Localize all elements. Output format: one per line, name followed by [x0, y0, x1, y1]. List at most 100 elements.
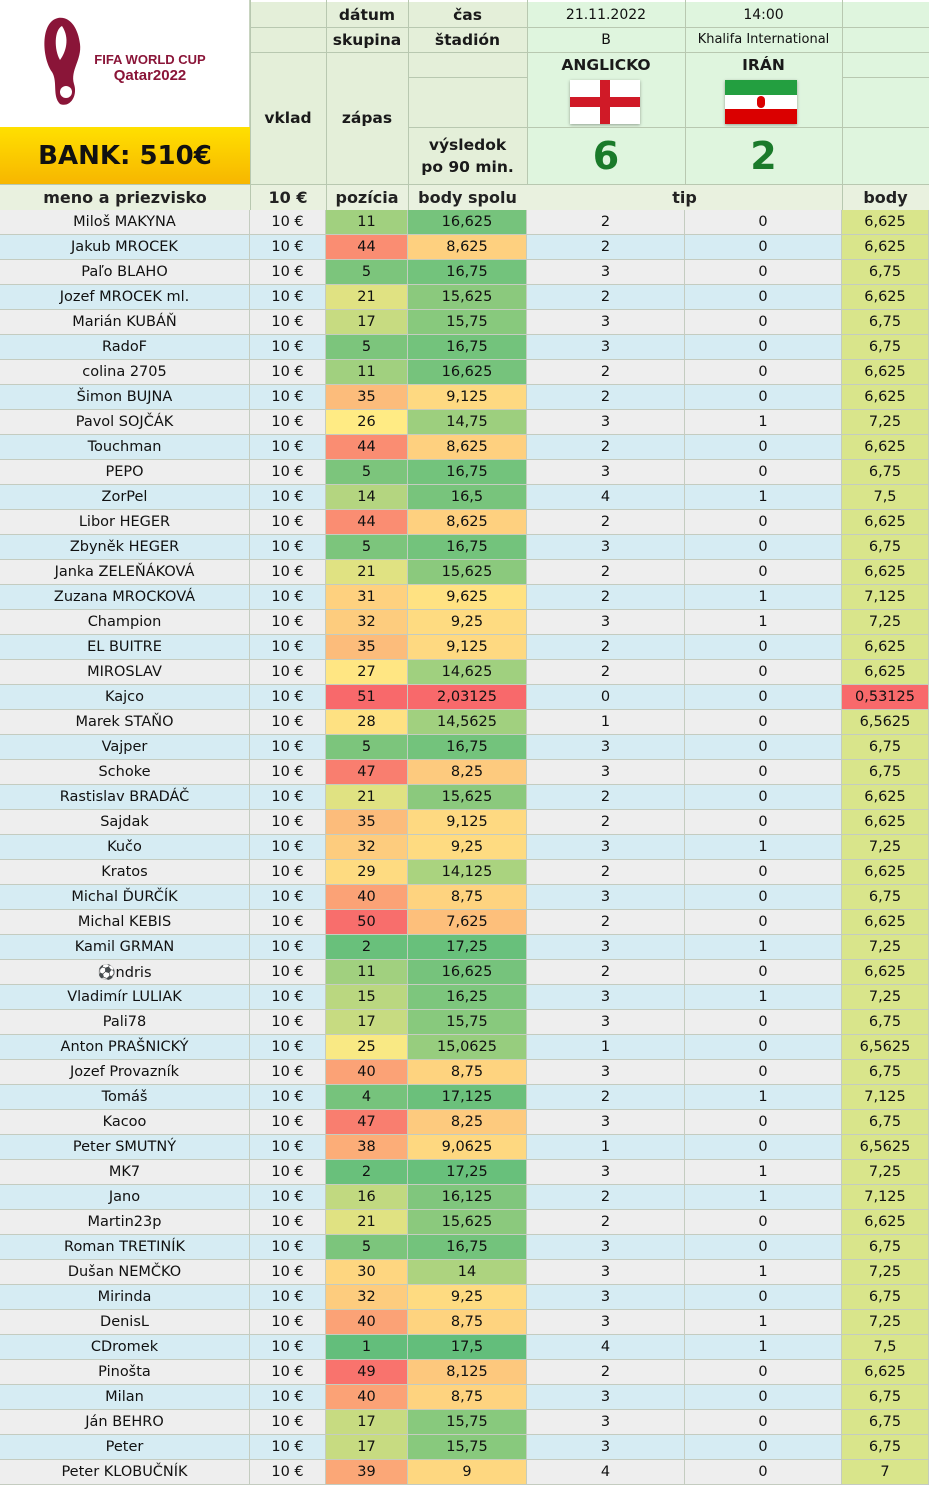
tip-home-cell: 3 [527, 985, 685, 1010]
match-points-cell: 7,25 [842, 1260, 929, 1285]
tip-home-cell: 3 [527, 310, 685, 335]
tip-home-cell: 3 [527, 1410, 685, 1435]
stake-cell: 10 € [250, 510, 326, 535]
table-row: Zbyněk HEGER 10 €5 16,75 3 0 6,75 [0, 535, 929, 560]
total-points-cell: 8,75 [408, 1060, 527, 1085]
total-points-cell: 17,5 [408, 1335, 527, 1360]
match-points-cell: 6,75 [842, 1410, 929, 1435]
match-points-cell: 6,625 [842, 810, 929, 835]
match-points-cell: 6,75 [842, 1385, 929, 1410]
total-points-cell: 15,75 [408, 1410, 527, 1435]
tip-away-cell: 1 [685, 410, 842, 435]
position-cell: 32 [326, 835, 408, 860]
blank-hdr-b [408, 52, 527, 127]
table-row: Anton PRAŠNICKÝ 10 €25 15,0625 1 0 6,5625 [0, 1035, 929, 1060]
participant-name: Milan [0, 1385, 250, 1410]
bank-total: BANK: 510€ [0, 127, 250, 184]
table-row: Touchman 10 €44 8,625 2 0 6,625 [0, 435, 929, 460]
participant-name: Kučo [0, 835, 250, 860]
total-points-cell: 16,75 [408, 335, 527, 360]
label-datum: dátum [326, 2, 408, 27]
match-points-cell: 6,625 [842, 285, 929, 310]
tip-home-cell: 1 [527, 1035, 685, 1060]
tip-home-cell: 2 [527, 235, 685, 260]
position-cell: 40 [326, 885, 408, 910]
position-cell: 11 [326, 960, 408, 985]
position-cell: 35 [326, 635, 408, 660]
match-points-cell: 6,625 [842, 1360, 929, 1385]
tip-away-cell: 0 [685, 685, 842, 710]
tip-away-cell: 0 [685, 735, 842, 760]
blank-hdr-e [842, 77, 929, 127]
match-points-cell: 6,75 [842, 460, 929, 485]
tip-away-cell: 0 [685, 1210, 842, 1235]
tip-away-cell: 0 [685, 760, 842, 785]
stake-cell: 10 € [250, 1110, 326, 1135]
stake-cell: 10 € [250, 310, 326, 335]
participant-name: Zuzana MROCKOVÁ [0, 585, 250, 610]
position-cell: 21 [326, 1210, 408, 1235]
total-points-cell: 2,03125 [408, 685, 527, 710]
table-row: Dušan NEMČKO 10 €30 14 3 1 7,25 [0, 1260, 929, 1285]
stake-cell: 10 € [250, 760, 326, 785]
total-points-cell: 9,125 [408, 810, 527, 835]
match-points-cell: 7,25 [842, 935, 929, 960]
match-points-cell: 7,5 [842, 1335, 929, 1360]
stake-cell: 10 € [250, 1260, 326, 1285]
tip-home-cell: 2 [527, 660, 685, 685]
position-cell: 5 [326, 1235, 408, 1260]
tip-away-cell: 0 [685, 435, 842, 460]
position-cell: 51 [326, 685, 408, 710]
tip-away-cell: 0 [685, 460, 842, 485]
stake-cell: 10 € [250, 1285, 326, 1310]
total-points-cell: 14,5625 [408, 710, 527, 735]
tip-home-cell: 1 [527, 1135, 685, 1160]
tip-home-cell: 3 [527, 1160, 685, 1185]
stake-cell: 10 € [250, 1360, 326, 1385]
position-cell: 47 [326, 1110, 408, 1135]
stake-cell: 10 € [250, 1410, 326, 1435]
table-row: MK7 10 €2 17,25 3 1 7,25 [0, 1160, 929, 1185]
match-points-cell: 6,625 [842, 210, 929, 235]
table-row: Paľo BLAHO 10 €5 16,75 3 0 6,75 [0, 260, 929, 285]
match-points-cell: 6,625 [842, 360, 929, 385]
stake-cell: 10 € [250, 735, 326, 760]
match-points-cell: 6,75 [842, 535, 929, 560]
match-points-cell: 7,25 [842, 610, 929, 635]
tip-home-cell: 2 [527, 635, 685, 660]
total-points-cell: 14,75 [408, 410, 527, 435]
home-team-name: ANGLICKO [561, 56, 651, 74]
match-points-cell: 6,625 [842, 910, 929, 935]
position-cell: 44 [326, 235, 408, 260]
tip-home-cell: 2 [527, 385, 685, 410]
stake-cell: 10 € [250, 610, 326, 635]
tip-home-cell: 2 [527, 285, 685, 310]
tip-away-cell: 1 [685, 1260, 842, 1285]
position-cell: 2 [326, 1160, 408, 1185]
match-points-cell: 6,625 [842, 635, 929, 660]
logo-area: FIFA WORLD CUP Qatar2022 [0, 0, 250, 127]
position-cell: 5 [326, 335, 408, 360]
total-points-cell: 15,625 [408, 560, 527, 585]
participant-name: Miloš MAKYNA [0, 210, 250, 235]
position-cell: 11 [326, 360, 408, 385]
tip-away-cell: 0 [685, 1110, 842, 1135]
total-points-cell: 16,625 [408, 360, 527, 385]
participant-name: Peter [0, 1435, 250, 1460]
stake-cell: 10 € [250, 635, 326, 660]
stake-cell: 10 € [250, 810, 326, 835]
participant-name: Zbyněk HEGER [0, 535, 250, 560]
stake-cell: 10 € [250, 1335, 326, 1360]
position-cell: 5 [326, 260, 408, 285]
match-points-cell: 6,625 [842, 510, 929, 535]
table-row: Miloš MAKYNA 10 €11 16,625 2 0 6,625 [0, 210, 929, 235]
match-points-cell: 6,75 [842, 760, 929, 785]
tip-home-cell: 2 [527, 1085, 685, 1110]
participant-name: CDromek [0, 1335, 250, 1360]
tip-home-cell: 2 [527, 860, 685, 885]
participant-name: Sajdak [0, 810, 250, 835]
label-vklad: vklad [250, 52, 326, 184]
participant-name: Rastislav BRADÁČ [0, 785, 250, 810]
tip-away-cell: 1 [685, 1335, 842, 1360]
table-row: Peter KLOBUČNÍK 10 €39 9 4 0 7 [0, 1460, 929, 1485]
